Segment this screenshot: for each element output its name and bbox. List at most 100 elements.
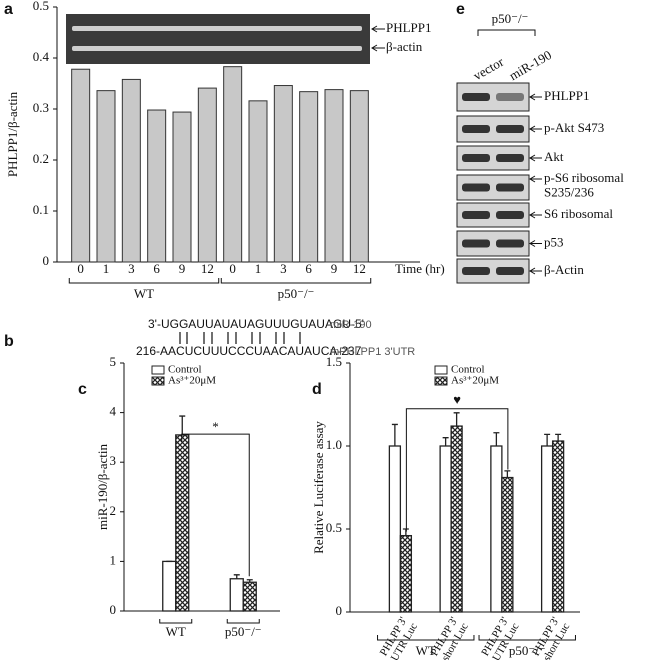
- y-tick-label: 0.2: [33, 151, 49, 166]
- band-label: Akt: [544, 149, 564, 164]
- y-tick-label: 1.0: [326, 437, 342, 452]
- x-tick-label: 0: [77, 261, 84, 276]
- group-bracket: [377, 635, 475, 641]
- x-tick-label: 6: [153, 261, 160, 276]
- x-tick-label: 6: [305, 261, 312, 276]
- blot-band: [462, 267, 490, 275]
- group-label: WT: [134, 286, 154, 301]
- bar: [121, 78, 141, 263]
- blot-band: [462, 183, 490, 192]
- panel-label: d: [312, 381, 322, 398]
- x-tick-label: 3: [280, 261, 287, 276]
- x-axis-label: Time (hr): [395, 261, 445, 276]
- bar: [162, 560, 177, 612]
- gel-label: β-actin: [386, 39, 423, 54]
- x-tick-label: 1: [255, 261, 262, 276]
- blot-band: [462, 154, 490, 162]
- error-bar: [555, 433, 562, 442]
- bar: [273, 85, 293, 263]
- significance-bracket: [181, 433, 250, 577]
- bar: [540, 445, 554, 613]
- bar: [229, 578, 244, 612]
- error-bar: [504, 470, 511, 478]
- blot-band: [496, 183, 524, 192]
- legend-swatch: [151, 376, 165, 386]
- bar: [242, 581, 257, 612]
- panel-label: c: [78, 381, 87, 398]
- arrow: [529, 211, 542, 219]
- y-tick-label: 0.1: [33, 202, 49, 217]
- y-tick-label: 0.4: [33, 49, 50, 64]
- x-tick-label: WT: [166, 624, 186, 639]
- y-tick-label: 3: [110, 453, 117, 468]
- x-tick-label: 0: [229, 261, 236, 276]
- bar: [175, 434, 190, 612]
- blot-bracket: [477, 29, 536, 36]
- error-bar: [442, 437, 449, 446]
- error-bar: [391, 423, 398, 446]
- lane-label: miR-190: [506, 47, 554, 83]
- bar: [551, 440, 565, 613]
- blot-band: [496, 267, 524, 275]
- arrow: [529, 93, 542, 101]
- error-bar: [453, 412, 460, 427]
- y-tick-label: 0: [336, 603, 343, 618]
- y-tick-label: 0.5: [326, 520, 342, 535]
- target-label: mPHLPP1 3'UTR: [330, 346, 415, 358]
- bar: [172, 111, 192, 263]
- bar: [299, 91, 319, 263]
- error-bar: [179, 415, 186, 435]
- x-tick-label: 1: [103, 261, 110, 276]
- y-axis-label: Relative Luciferase assay: [311, 421, 326, 554]
- x-tick-label: PHLPP 3'UTR Luc: [377, 615, 419, 660]
- group-label: WT: [416, 643, 436, 658]
- y-tick-label: 5: [110, 354, 117, 369]
- error-bar: [544, 433, 551, 446]
- base-pairing: [179, 332, 301, 344]
- band-label: S6 ribosomal: [544, 206, 613, 221]
- bar: [71, 68, 91, 263]
- arrow: [371, 25, 385, 33]
- mirna-sequence: 3'-UGGAUUAUAUAGUUUGUAUAGU-5': [148, 317, 364, 331]
- blot-band: [496, 211, 524, 219]
- y-tick-label: 1: [110, 552, 117, 567]
- blot-band: [496, 154, 524, 162]
- blot-band: [496, 93, 524, 101]
- gel-label: PHLPP1: [386, 20, 432, 35]
- significance-bracket: [405, 408, 509, 532]
- group-bracket: [159, 619, 193, 624]
- legend-swatch: [434, 376, 448, 386]
- band-label: p-S6 ribosomal S235/236: [544, 170, 624, 199]
- legend-label: Control: [451, 364, 485, 376]
- x-tick-label: 12: [201, 261, 214, 276]
- blot-band: [496, 239, 524, 248]
- bar: [490, 445, 503, 613]
- y-tick-label: 1.5: [326, 354, 342, 369]
- arrow: [529, 267, 542, 275]
- group-bracket: [226, 619, 260, 624]
- panel-label: e: [456, 1, 465, 18]
- target-sequence: 216-AACUCUUUCCCUAACAUAUCA-237: [136, 344, 362, 358]
- group-bracket: [68, 278, 220, 284]
- annotation: ♥: [453, 392, 461, 407]
- blot-band: [462, 239, 490, 248]
- blot-band: [462, 211, 490, 219]
- legend-swatch: [434, 365, 448, 375]
- bar: [248, 100, 268, 263]
- blot-band: [462, 125, 490, 133]
- blot-band: [496, 125, 524, 133]
- error-bar: [233, 574, 240, 579]
- band-label: β-Actin: [544, 262, 584, 277]
- bar: [388, 445, 402, 613]
- y-axis-label: PHLPP1/β-actin: [5, 91, 20, 177]
- error-bar: [246, 579, 253, 583]
- arrow: [529, 240, 542, 247]
- blot-band: [462, 93, 490, 101]
- band-label: p53: [544, 234, 564, 249]
- error-bar: [493, 432, 500, 446]
- y-tick-label: 0: [43, 253, 50, 268]
- panel-label: b: [4, 333, 14, 350]
- bar: [501, 476, 514, 613]
- legend-swatch: [151, 365, 165, 375]
- legend-label: As³⁺20μM: [168, 375, 216, 387]
